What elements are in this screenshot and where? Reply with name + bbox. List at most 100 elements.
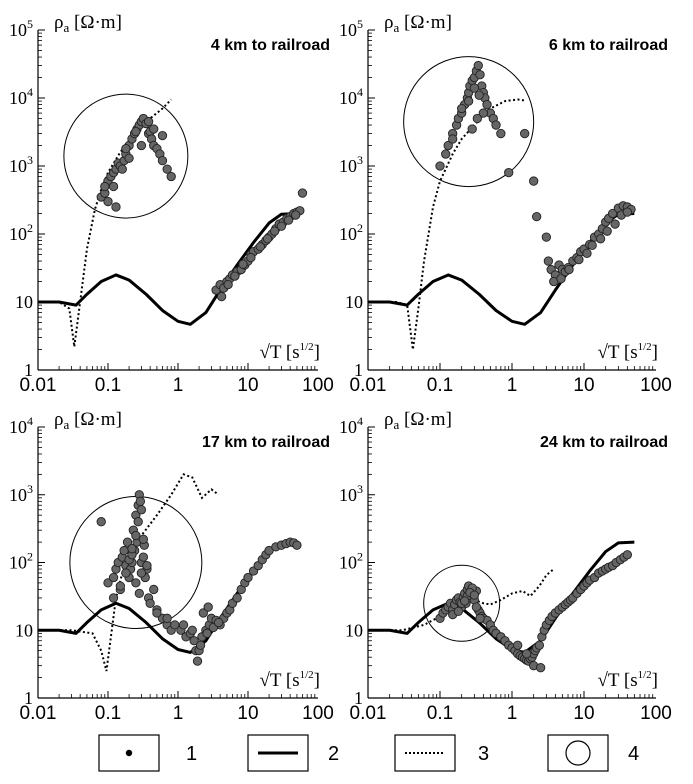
data-point (541, 232, 552, 242)
x-axis-label: √T [s1/2] (259, 669, 320, 691)
y-tick-label: 105 (339, 17, 363, 40)
data-point (608, 208, 618, 219)
y-tick-label: 10 (345, 620, 363, 640)
y-axis-label: ρa [Ω·m] (384, 12, 452, 35)
y-tick-label: 102 (339, 550, 363, 573)
y-axis-label: ρa [Ω·m] (54, 409, 122, 432)
data-point (543, 256, 554, 266)
model-curve (38, 212, 298, 326)
x-tick-label: 100 (302, 703, 334, 724)
legend-item-solid: 2 (247, 734, 339, 772)
x-tick-label: 0.1 (427, 703, 453, 724)
data-point (469, 83, 480, 93)
data-point (441, 149, 451, 159)
data-point (108, 181, 119, 192)
x-tick-label: 10 (573, 375, 594, 396)
data-point (457, 103, 467, 114)
data-point (103, 196, 113, 207)
data-point (230, 271, 240, 281)
data-point (610, 219, 620, 229)
panel-title-6km: 6 km to railroad (549, 37, 668, 54)
legend-item-points: 1 (98, 734, 197, 772)
y-axis-label: ρa [Ω·m] (384, 409, 452, 432)
panel-17km: 0.01 0.1 1 10 100 1 10 102 103 104 ρa [Ω·m] √T [s1/… (9, 409, 334, 724)
x-tick-label: 10 (237, 703, 258, 724)
data-point (216, 291, 227, 302)
data-point (556, 274, 566, 284)
data-point (232, 593, 242, 603)
data-point (127, 544, 137, 554)
data-point (145, 598, 155, 608)
y-tick-label: 10 (15, 292, 33, 312)
y-tick-label: 102 (9, 221, 33, 244)
x-tick-label: 0.01 (350, 703, 387, 724)
data-point (448, 134, 458, 144)
data-point (435, 161, 445, 171)
y-tick-label: 103 (9, 482, 33, 505)
y-axis-label: ρa [Ω·m] (54, 12, 122, 35)
data-point (587, 240, 597, 251)
data-point (534, 640, 545, 650)
data-point (491, 120, 501, 130)
data-point (469, 590, 480, 600)
y-tick-label: 10 (345, 292, 363, 312)
data-point (520, 128, 530, 139)
data-point (124, 153, 134, 163)
data-point (133, 517, 143, 527)
data-point (198, 608, 208, 618)
data-point (262, 234, 273, 244)
data-point (622, 550, 632, 560)
data-point (471, 602, 482, 612)
y-tick-label: 102 (9, 550, 33, 573)
anomaly-zone-circle (403, 56, 535, 188)
data-point (582, 248, 592, 258)
data-point (119, 545, 129, 556)
axes-17km: 0.01 0.1 1 10 100 1 10 102 103 104 ρa [Ω·m] √T [s1/… (9, 409, 334, 724)
y-tick-label: 1 (354, 360, 363, 380)
data-point (536, 663, 546, 673)
data-point (564, 264, 574, 275)
x-tick-label: 1 (507, 703, 518, 724)
data-point (472, 113, 482, 124)
data-point (203, 602, 213, 612)
data-point (574, 254, 584, 265)
data-point (143, 116, 154, 127)
x-tick-label: 100 (302, 375, 334, 396)
panel-title-4km: 4 km to railroad (211, 37, 330, 54)
data-point (122, 537, 133, 547)
y-tick-label: 1 (24, 360, 33, 380)
data-point (131, 578, 141, 588)
data-point (192, 656, 203, 666)
x-tick-label: 0.01 (20, 703, 57, 724)
data-point (100, 181, 110, 192)
data-point (297, 188, 308, 198)
data-point (152, 608, 162, 618)
x-axis-label: √T [s1/2] (597, 669, 658, 691)
data-point (108, 572, 119, 583)
axes-6km: 0.01 0.1 1 10 100 1 10 102 103 104 105 ρa [Ω·m] √T [… (339, 12, 672, 396)
data-point (475, 70, 485, 80)
x-tick-label: 0.1 (95, 703, 121, 724)
data-point (121, 143, 131, 154)
data-point (111, 202, 121, 212)
data-point (532, 211, 542, 222)
data-point (223, 279, 233, 290)
data-point (460, 596, 470, 606)
data-point (136, 140, 147, 151)
data-point (138, 534, 149, 544)
legend-label-2: 2 (328, 743, 339, 765)
x-axis-label: √T [s1/2] (597, 341, 658, 363)
data-point (622, 207, 632, 217)
data-point (162, 613, 172, 623)
y-tick-label: 103 (9, 153, 33, 176)
data-point (149, 584, 159, 595)
data-point (496, 128, 506, 139)
panel-title-17km: 17 km to railroad (202, 434, 330, 451)
data-point (283, 215, 294, 225)
data-point (473, 60, 483, 71)
data-point (178, 620, 189, 630)
data-point (255, 242, 265, 252)
y-tick-label: 103 (339, 482, 363, 505)
legend-label-4: 4 (628, 743, 639, 765)
